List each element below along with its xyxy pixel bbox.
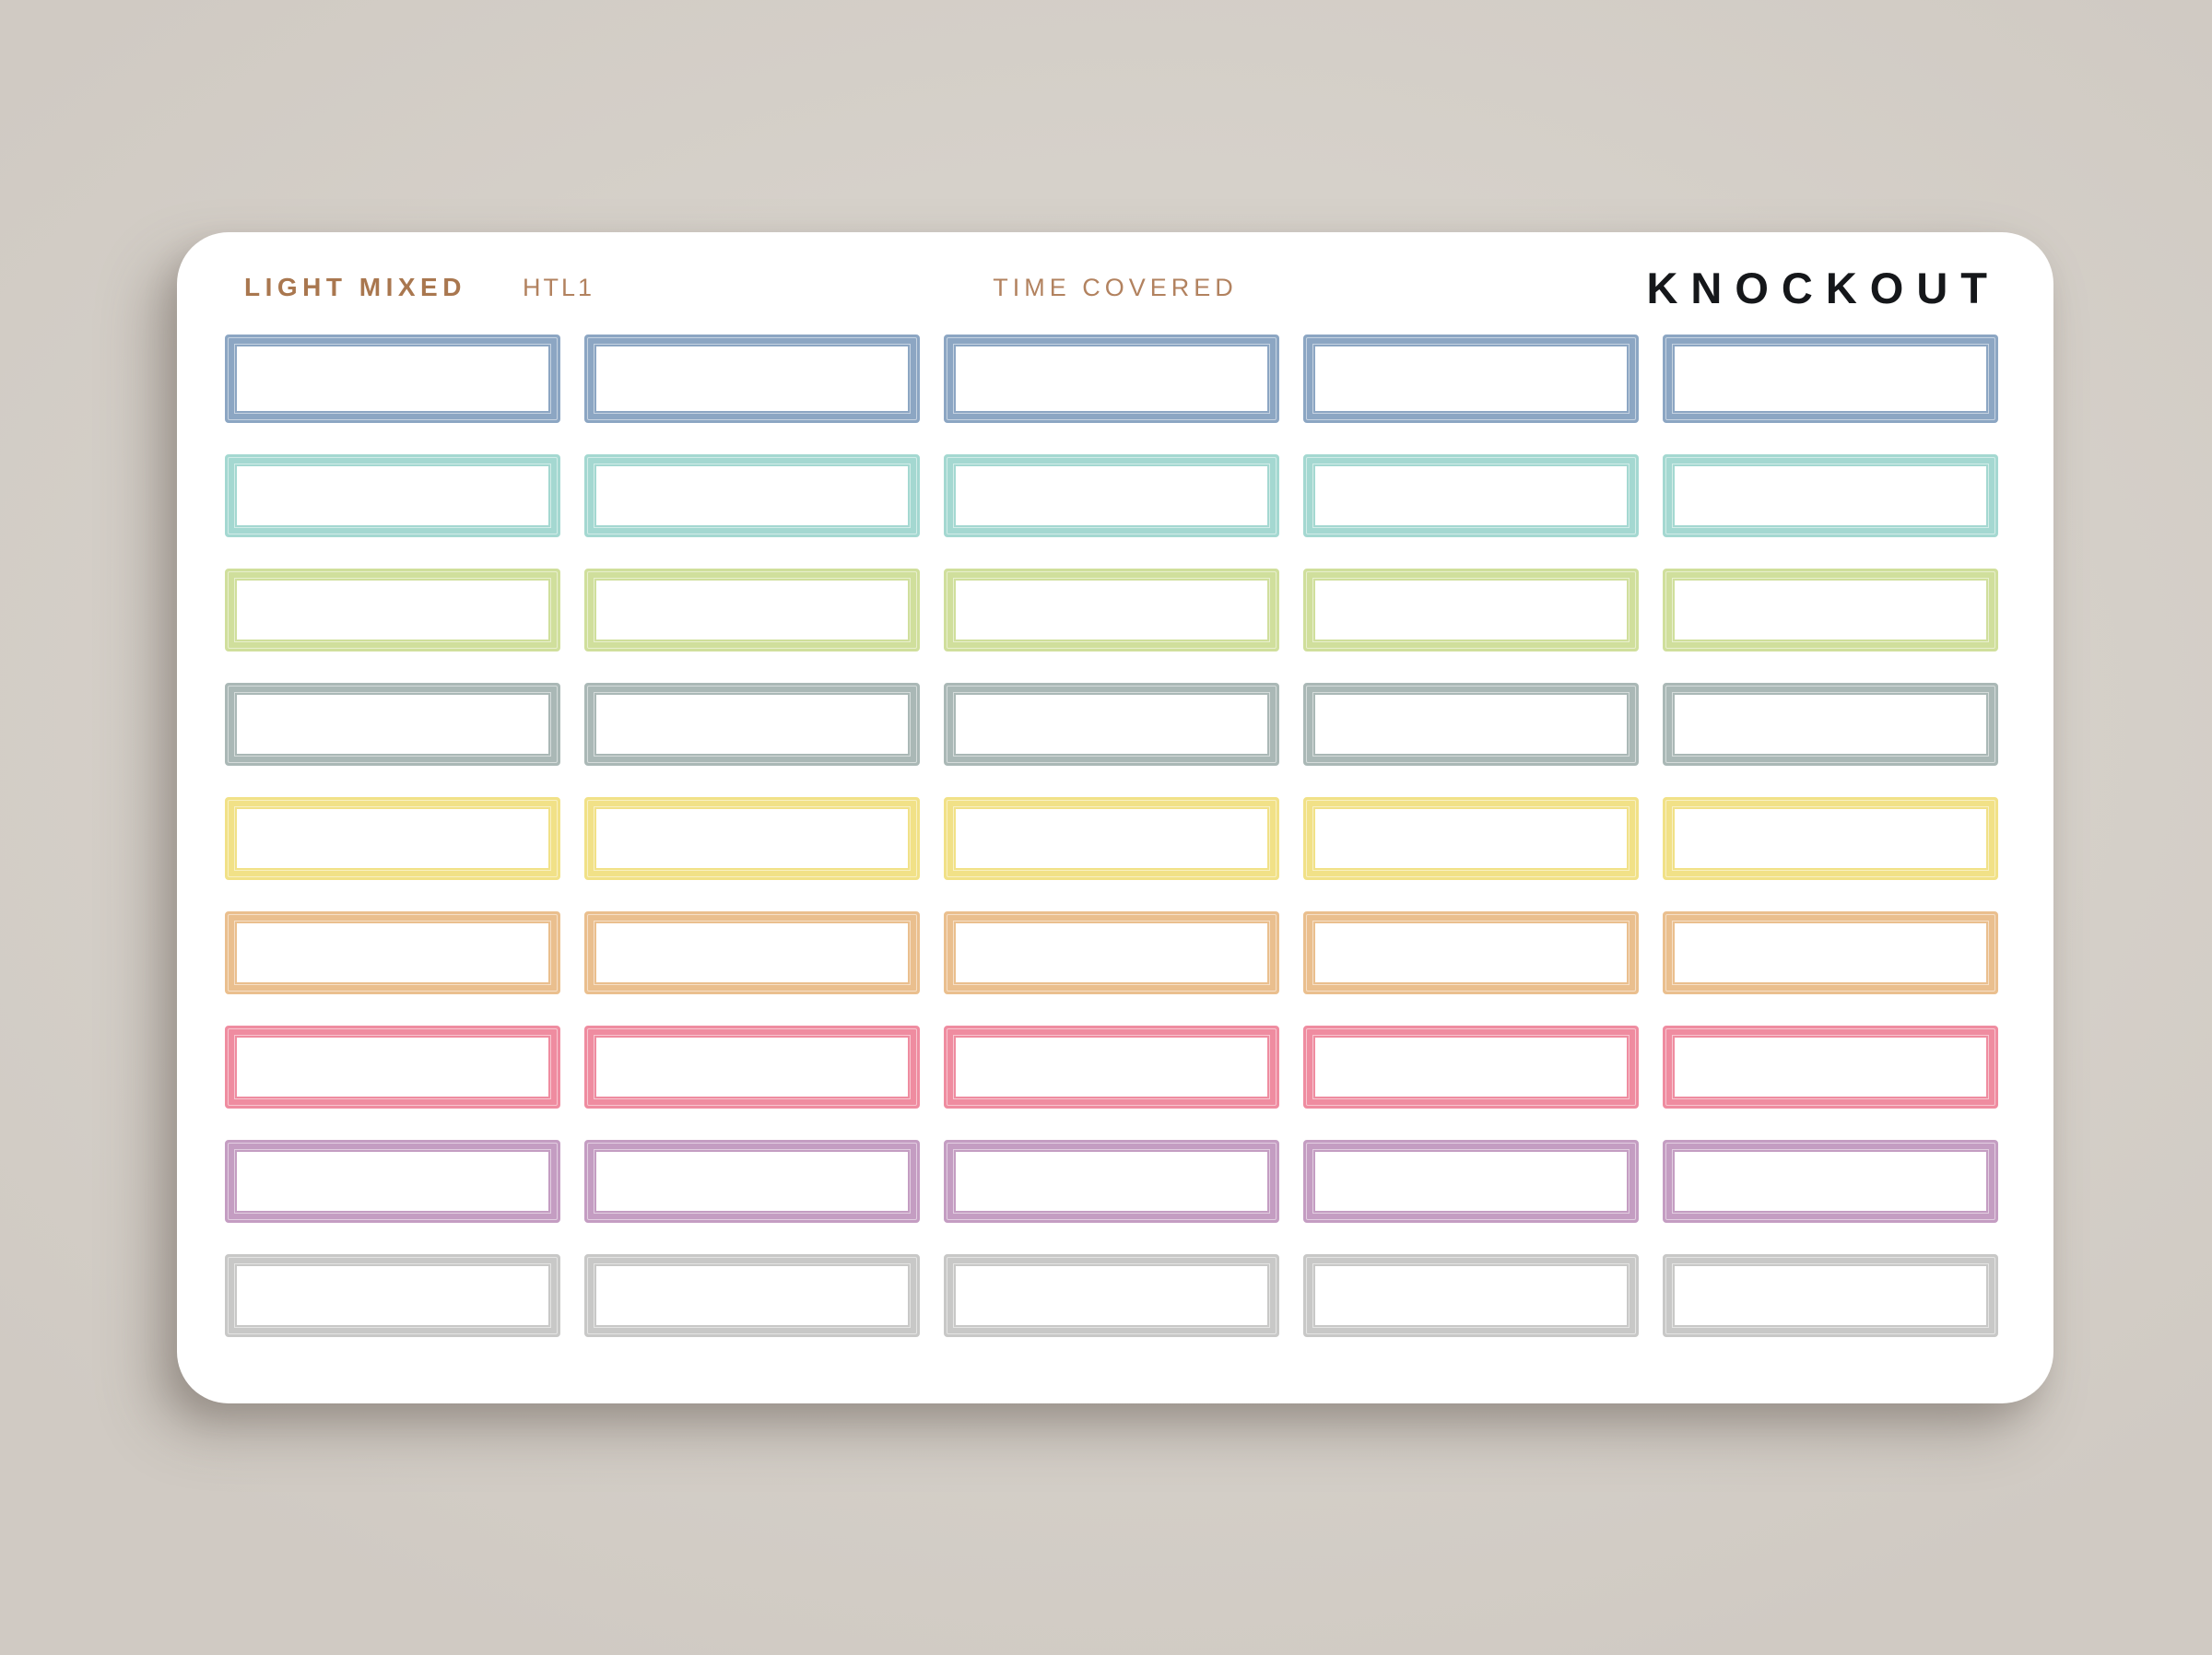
sticker-blue-2 [584,335,920,423]
product-sku: HTL1 [523,274,595,301]
sticker-orange-3 [944,911,1279,994]
sticker-gray-4 [1303,1254,1639,1337]
sticker-gray-3 [944,1254,1279,1337]
sticker-yellow-5 [1663,797,1998,880]
sticker-sheet: LIGHT MIXED HTL1 TIME COVERED KNOCKOUT [177,232,2053,1403]
sticker-pink-2 [584,1026,920,1109]
sticker-blue-4 [1303,335,1639,423]
sticker-purple-3 [944,1140,1279,1223]
sticker-green-3 [944,569,1279,651]
brand-logo: KNOCKOUT [1646,264,2000,312]
sticker-gray-2 [584,1254,920,1337]
sticker-green-4 [1303,569,1639,651]
sticker-grid [225,335,1998,1337]
sticker-orange-1 [225,911,560,994]
sticker-yellow-1 [225,797,560,880]
sticker-teal-2 [584,454,920,537]
sticker-purple-1 [225,1140,560,1223]
sticker-purple-2 [584,1140,920,1223]
sticker-green-2 [584,569,920,651]
sticker-purple-5 [1663,1140,1998,1223]
sticker-blue-3 [944,335,1279,423]
sticker-orange-2 [584,911,920,994]
sticker-sage-4 [1303,683,1639,766]
sticker-teal-4 [1303,454,1639,537]
sticker-pink-3 [944,1026,1279,1109]
sticker-pink-4 [1303,1026,1639,1109]
product-name: TIME COVERED [993,274,1238,301]
sticker-gray-5 [1663,1254,1998,1337]
sticker-teal-5 [1663,454,1998,537]
sticker-purple-4 [1303,1140,1639,1223]
sticker-pink-1 [225,1026,560,1109]
sticker-yellow-4 [1303,797,1639,880]
sticker-green-5 [1663,569,1998,651]
sticker-yellow-2 [584,797,920,880]
sticker-teal-3 [944,454,1279,537]
sticker-sage-2 [584,683,920,766]
sticker-orange-4 [1303,911,1639,994]
sticker-gray-1 [225,1254,560,1337]
sticker-sage-1 [225,683,560,766]
sticker-pink-5 [1663,1026,1998,1109]
sticker-blue-5 [1663,335,1998,423]
sticker-yellow-3 [944,797,1279,880]
sticker-sage-5 [1663,683,1998,766]
sticker-orange-5 [1663,911,1998,994]
sticker-blue-1 [225,335,560,423]
sticker-sage-3 [944,683,1279,766]
sticker-green-1 [225,569,560,651]
sticker-teal-1 [225,454,560,537]
collection-name: LIGHT MIXED [244,273,466,301]
